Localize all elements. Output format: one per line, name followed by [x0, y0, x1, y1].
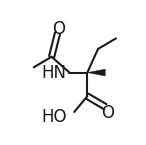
Text: HO: HO [41, 108, 66, 126]
Text: HN: HN [41, 64, 66, 82]
Polygon shape [87, 69, 105, 76]
Text: O: O [101, 104, 114, 122]
Text: O: O [52, 20, 65, 38]
